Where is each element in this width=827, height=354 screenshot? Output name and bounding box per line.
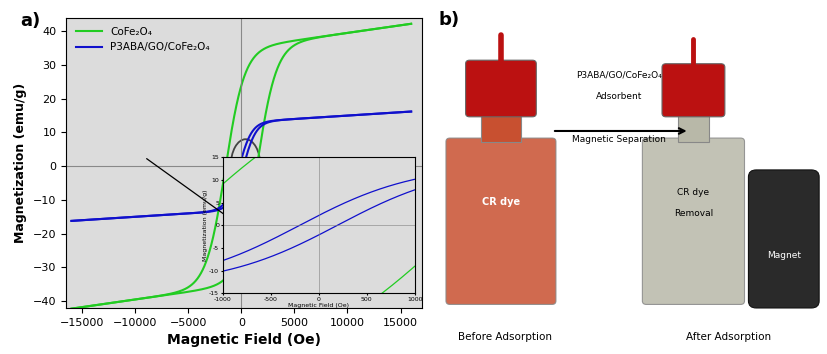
- Bar: [481, 113, 521, 142]
- Text: Removal: Removal: [674, 209, 713, 218]
- FancyBboxPatch shape: [643, 138, 744, 304]
- Text: CR dye: CR dye: [482, 197, 520, 207]
- Text: b): b): [438, 11, 459, 29]
- FancyBboxPatch shape: [466, 60, 537, 117]
- Text: P3ABA/GO/CoFe₂O₄: P3ABA/GO/CoFe₂O₄: [576, 71, 662, 80]
- Text: Magnet: Magnet: [767, 251, 801, 261]
- Text: After Adsorption: After Adsorption: [686, 332, 772, 342]
- Text: Magnetic Separation: Magnetic Separation: [571, 135, 666, 144]
- FancyBboxPatch shape: [662, 64, 724, 117]
- Text: Adsorbent: Adsorbent: [595, 92, 642, 101]
- Legend: CoFe₂O₄, P3ABA/GO/CoFe₂O₄: CoFe₂O₄, P3ABA/GO/CoFe₂O₄: [71, 23, 213, 56]
- FancyBboxPatch shape: [748, 170, 819, 308]
- Text: a): a): [20, 12, 41, 30]
- Text: CR dye: CR dye: [677, 188, 710, 197]
- Y-axis label: Magnetization (emu/g): Magnetization (emu/g): [14, 83, 27, 243]
- X-axis label: Magnetic Field (Oe): Magnetic Field (Oe): [167, 333, 321, 347]
- Bar: [677, 113, 709, 142]
- Text: Before Adsorption: Before Adsorption: [458, 332, 552, 342]
- FancyBboxPatch shape: [446, 138, 556, 304]
